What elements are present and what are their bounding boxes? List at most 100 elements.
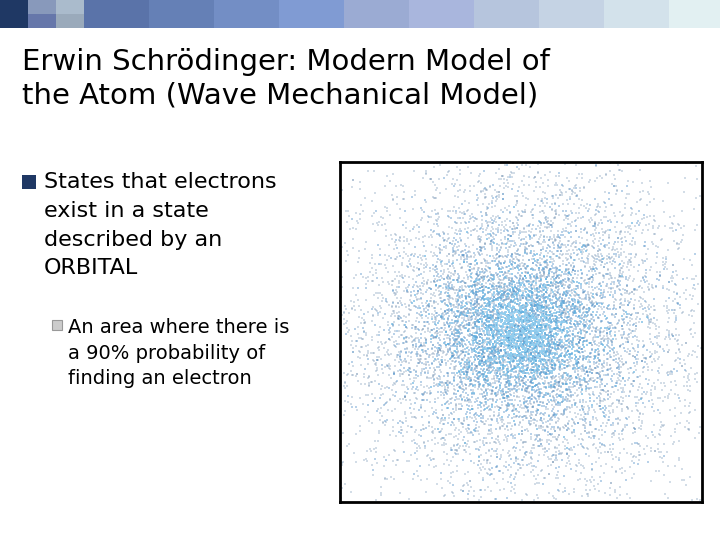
Point (562, 249, 574, 258)
Point (552, 356, 564, 365)
Point (572, 369, 584, 378)
Point (538, 350, 549, 359)
Point (495, 313, 507, 321)
Point (562, 355, 574, 364)
Point (523, 332, 535, 341)
Point (520, 327, 531, 335)
Point (493, 283, 505, 292)
Point (483, 329, 495, 338)
Point (456, 355, 467, 363)
Point (469, 282, 480, 291)
Point (603, 275, 615, 284)
Point (442, 133, 454, 141)
Point (527, 305, 539, 313)
Point (573, 343, 585, 352)
Point (444, 299, 456, 308)
Point (544, 295, 555, 304)
Point (513, 206, 524, 215)
Point (490, 193, 502, 201)
Point (427, 353, 438, 361)
Point (605, 361, 616, 370)
Point (459, 305, 470, 314)
Point (509, 362, 521, 370)
Point (531, 300, 543, 308)
Point (572, 518, 584, 526)
Point (536, 231, 547, 239)
Point (534, 330, 546, 339)
Point (628, 304, 639, 313)
Point (539, 356, 550, 364)
Point (552, 181, 563, 190)
Point (534, 397, 546, 406)
Point (689, 225, 701, 234)
Point (569, 333, 580, 341)
Point (670, 356, 681, 365)
Point (544, 342, 555, 351)
Point (630, 354, 642, 363)
Point (697, 279, 708, 287)
Point (541, 399, 553, 408)
Point (510, 315, 521, 324)
Point (535, 303, 546, 312)
Point (507, 319, 518, 328)
Point (558, 288, 570, 297)
Point (588, 301, 599, 309)
Point (591, 514, 603, 523)
Point (499, 310, 510, 319)
Point (511, 261, 523, 270)
Point (602, 305, 613, 313)
Point (383, 300, 395, 309)
Point (675, 359, 686, 367)
Point (481, 328, 492, 337)
Point (373, 405, 384, 414)
Point (563, 350, 575, 359)
Point (557, 356, 569, 364)
Point (639, 387, 650, 396)
Point (562, 134, 574, 143)
Point (387, 299, 399, 308)
Point (428, 163, 440, 171)
Point (682, 374, 693, 382)
Point (663, 390, 675, 399)
Point (625, 350, 636, 359)
Point (593, 354, 604, 362)
Point (539, 444, 550, 453)
Point (541, 320, 553, 329)
Point (443, 286, 454, 294)
Point (563, 300, 575, 309)
Point (604, 353, 616, 362)
Point (556, 379, 567, 387)
Point (574, 308, 585, 316)
Point (596, 258, 608, 266)
Point (527, 324, 539, 333)
Point (398, 328, 410, 336)
Point (437, 269, 449, 278)
Point (639, 341, 650, 350)
Point (551, 319, 562, 327)
Point (557, 455, 568, 464)
Point (444, 278, 455, 287)
Point (410, 293, 421, 302)
Point (531, 386, 542, 395)
Point (489, 301, 500, 310)
Point (418, 364, 430, 373)
Point (404, 260, 415, 268)
Point (513, 350, 525, 359)
Point (687, 284, 698, 292)
Point (493, 409, 505, 417)
Point (497, 327, 508, 336)
Point (516, 303, 528, 312)
Point (614, 342, 626, 350)
Point (562, 362, 573, 370)
Point (579, 427, 590, 435)
Point (583, 304, 595, 313)
Point (515, 335, 526, 343)
Point (524, 335, 536, 343)
Point (492, 329, 503, 338)
Point (580, 280, 592, 289)
Point (461, 478, 472, 487)
Point (382, 207, 393, 215)
Point (526, 303, 537, 312)
Point (617, 386, 629, 394)
Point (480, 239, 491, 248)
